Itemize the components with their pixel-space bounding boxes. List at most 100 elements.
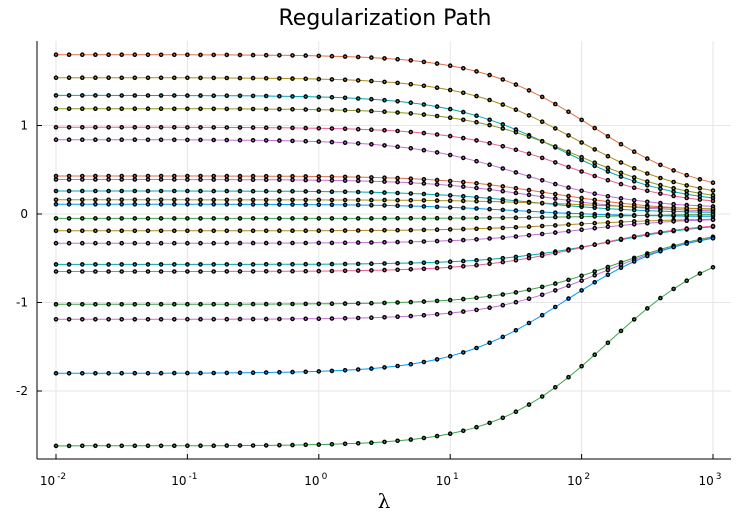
data-point <box>382 261 387 266</box>
series <box>53 212 716 221</box>
data-point <box>579 195 584 201</box>
data-point <box>198 75 203 81</box>
data-point <box>421 204 427 209</box>
data-point <box>329 216 335 221</box>
data-point <box>145 137 151 143</box>
data-point <box>53 269 59 274</box>
data-point <box>185 269 190 274</box>
data-point <box>263 216 269 221</box>
data-point <box>119 316 124 322</box>
data-point <box>408 260 414 266</box>
data-point <box>93 75 98 80</box>
x-tick-label: 10 2 <box>567 472 590 488</box>
data-point <box>592 352 598 358</box>
data-point <box>553 191 558 197</box>
data-point <box>395 179 400 185</box>
data-point <box>185 216 190 221</box>
data-point <box>513 257 519 263</box>
data-point <box>158 201 164 207</box>
data-point <box>119 240 124 246</box>
data-point <box>421 130 427 136</box>
data-point <box>185 75 190 81</box>
data-point <box>553 160 558 165</box>
data-point <box>500 166 506 171</box>
data-point <box>697 212 703 217</box>
data-point <box>145 125 151 130</box>
data-point <box>329 126 335 131</box>
data-point <box>539 155 545 161</box>
x-tick-label: 10 1 <box>436 472 459 488</box>
data-point <box>382 109 387 114</box>
data-point <box>355 178 361 184</box>
series <box>53 52 716 185</box>
data-point <box>553 144 558 149</box>
data-point <box>355 96 361 101</box>
data-point <box>250 177 256 182</box>
series <box>53 125 716 204</box>
data-point <box>80 106 85 111</box>
data-point <box>408 191 414 196</box>
data-point <box>460 179 466 185</box>
data-point <box>382 239 387 245</box>
series-group <box>53 52 716 449</box>
data-point <box>132 443 138 449</box>
data-point <box>487 420 492 426</box>
data-point <box>171 125 177 130</box>
data-point <box>710 198 716 204</box>
data-point <box>395 144 400 149</box>
data-point <box>658 191 663 196</box>
data-point <box>342 202 348 208</box>
data-point <box>369 261 374 267</box>
data-point <box>80 269 85 274</box>
data-point <box>93 201 98 207</box>
data-point <box>474 262 479 268</box>
data-point <box>80 52 85 58</box>
data-point <box>119 216 124 221</box>
data-point <box>395 110 400 115</box>
data-point <box>237 52 243 58</box>
data-point <box>658 200 663 206</box>
data-point <box>684 278 690 284</box>
data-point <box>53 228 59 234</box>
data-point <box>211 201 216 207</box>
data-point <box>355 141 361 146</box>
data-point <box>447 227 453 232</box>
data-point <box>631 197 637 203</box>
data-point <box>106 125 111 130</box>
data-point <box>66 316 72 322</box>
data-point <box>710 217 716 222</box>
data-point <box>671 219 676 224</box>
data-point <box>171 240 177 246</box>
data-point <box>697 197 703 202</box>
data-point <box>329 95 335 100</box>
data-point <box>474 198 479 204</box>
data-point <box>408 81 414 87</box>
data-point <box>382 300 387 306</box>
data-point <box>250 240 256 246</box>
data-point <box>316 139 322 144</box>
data-point <box>474 206 479 211</box>
data-point <box>342 140 348 145</box>
x-tick-label: 10 0 <box>304 472 327 488</box>
data-point <box>513 170 519 175</box>
data-point <box>237 316 243 322</box>
data-point <box>355 440 361 446</box>
data-point <box>66 125 72 130</box>
data-point <box>526 174 532 179</box>
data-point <box>316 76 322 82</box>
data-point <box>447 115 453 120</box>
data-point <box>237 197 243 203</box>
data-point <box>487 117 492 123</box>
data-point <box>408 227 414 233</box>
data-point <box>539 292 545 298</box>
data-point <box>408 100 414 105</box>
data-point <box>93 269 98 274</box>
data-point <box>224 75 230 81</box>
data-point <box>132 188 138 194</box>
data-point <box>460 66 466 71</box>
data-point <box>132 316 138 322</box>
data-point <box>474 185 479 191</box>
data-point <box>66 201 72 207</box>
data-point <box>277 173 282 179</box>
data-point <box>658 212 663 218</box>
